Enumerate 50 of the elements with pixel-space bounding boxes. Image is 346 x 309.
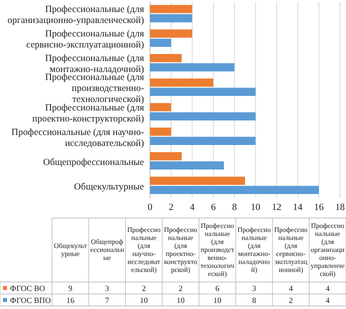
data-label: 6 — [215, 284, 220, 293]
data-label: 3 — [252, 284, 256, 293]
data-label: 4 — [326, 284, 330, 293]
bar — [150, 186, 319, 194]
y-tick-label: Профессиональные (для проектно-конструкторской) — [32, 103, 145, 124]
data-label: 16 — [66, 296, 74, 305]
bar — [150, 54, 182, 62]
data-label: 2 — [288, 296, 293, 305]
x-tick-label: 4 — [190, 203, 195, 213]
bar — [150, 38, 172, 47]
y-tick-label: Общекультурные — [74, 182, 144, 192]
data-label: 4 — [326, 296, 330, 305]
bar — [150, 88, 256, 96]
data-label: 7 — [105, 296, 110, 305]
legend-label: ФГОС ВПО — [10, 296, 52, 305]
data-label: 10 — [213, 296, 222, 305]
x-tick-label: 2 — [168, 203, 174, 213]
data-label: 4 — [288, 284, 293, 293]
bar — [150, 176, 245, 185]
data-label: 3 — [105, 284, 110, 293]
bar — [150, 136, 256, 145]
bar — [150, 78, 214, 87]
x-tick-label: 8 — [232, 203, 238, 213]
bar — [150, 103, 172, 112]
bar — [150, 63, 234, 72]
bar — [150, 112, 256, 120]
bar — [150, 14, 192, 22]
bar — [150, 161, 224, 170]
bar — [150, 4, 192, 14]
x-tick-label: 14 — [293, 203, 303, 213]
x-tick-label: 16 — [314, 203, 324, 213]
y-tick-label: Профессиональные (для научно-исследовательской) — [11, 128, 144, 149]
x-tick-label: 6 — [210, 203, 216, 213]
data-label: 8 — [252, 296, 256, 305]
legend-label: ФГОС ВО — [10, 284, 46, 293]
x-tick-label: 12 — [272, 203, 282, 213]
x-tick-label: 18 — [335, 203, 345, 213]
data-label: 2 — [178, 284, 183, 293]
x-tick-label: 10 — [250, 203, 261, 213]
y-tick-label: Общепрофессиональные — [43, 158, 144, 168]
y-tick-label: Профессиональные (для организационно-управленческой) — [7, 5, 145, 26]
y-tick-label: Профессиональные (для сервисно-эксплуатационной) — [26, 30, 145, 51]
bar — [150, 128, 172, 136]
data-label: 2 — [142, 284, 146, 293]
bar — [150, 152, 182, 160]
data-label: 10 — [176, 296, 185, 305]
data-label: 9 — [68, 284, 72, 293]
bar — [150, 29, 192, 38]
x-tick-label: 0 — [148, 203, 153, 213]
data-label: 10 — [140, 296, 148, 305]
